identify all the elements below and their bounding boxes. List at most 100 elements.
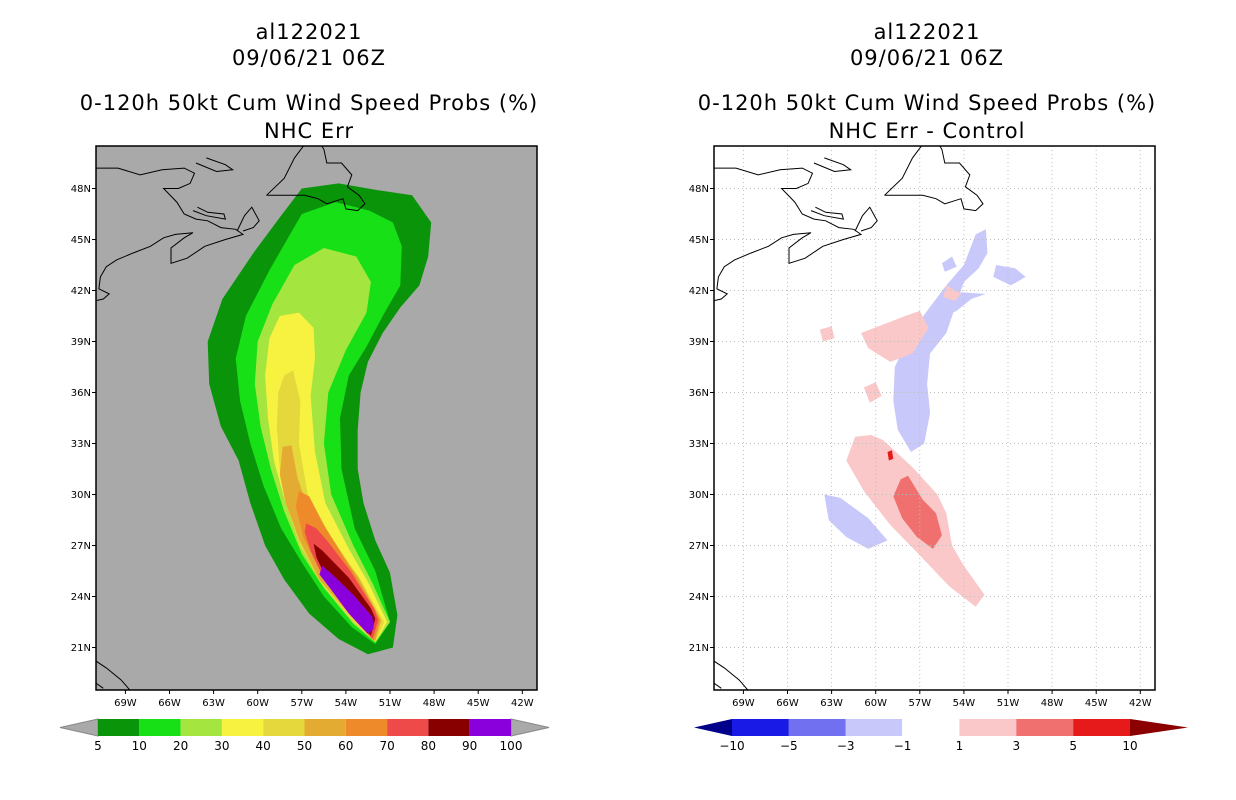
contour-1-region [819, 326, 835, 342]
colorbar-label-3: 3 [1012, 739, 1020, 753]
right-panel: al122021 09/06/21 06Z 0-120h 50kt Cum Wi… [618, 0, 1236, 800]
x-tick-label-45W: 45W [467, 698, 490, 709]
contour-1-region [861, 310, 929, 362]
colorbar-label-10: 10 [1122, 739, 1137, 753]
colorbar: 5 10 20 30 40 50 60 70 80 90 100 [59, 718, 550, 753]
x-tick-label-69W: 69W [114, 698, 137, 709]
coastline-4 [195, 157, 235, 173]
colorbar-swatch-4 [263, 719, 305, 736]
y-tick-label-30N: 30N [689, 490, 709, 501]
x-tick-label-63W: 63W [820, 698, 843, 709]
colorbar-label-1: 1 [956, 739, 964, 753]
colorbar-label--1: −1 [894, 739, 912, 753]
y-tick-label-42N: 42N [71, 286, 91, 297]
x-tick-label-57W: 57W [908, 698, 931, 709]
x-tick-label-69W: 69W [732, 698, 755, 709]
coastline-5 [96, 660, 131, 690]
colorbar-label-70: 70 [379, 739, 394, 753]
x-tick-label-66W: 66W [776, 698, 799, 709]
right-chart: 69W 66W 63W 60W 57W 54W 51W 48W 45W 42W 48N 45N 42N 3… [689, 145, 1188, 753]
x-tick-label-66W: 66W [158, 698, 181, 709]
colorbar-label--5: −5 [780, 739, 798, 753]
y-tick-label-30N: 30N [71, 490, 91, 501]
coastline-3 [266, 146, 366, 212]
y-tick-label-24N: 24N [689, 592, 709, 603]
x-tick-label-42W: 42W [1129, 698, 1152, 709]
left-title-id: al122021 [255, 20, 363, 44]
right-title-subtitle: NHC Err - Control [828, 119, 1026, 143]
coastline-5 [714, 660, 749, 690]
contour-3-region [893, 475, 942, 549]
contour-neg3-region [893, 229, 988, 452]
colorbar-swatch-5 [304, 719, 346, 736]
colorbar-swatch-4 [959, 719, 1017, 736]
y-tick-label-33N: 33N [71, 439, 91, 450]
y-tick-label-48N: 48N [689, 184, 709, 195]
colorbar-label-100: 100 [500, 739, 523, 753]
colorbar-swatch-2 [180, 719, 222, 736]
contour-neg3-region [941, 256, 957, 272]
coastline-1 [854, 206, 878, 232]
y-tick-label-21N: 21N [71, 643, 91, 654]
x-tick-label-48W: 48W [1041, 698, 1064, 709]
y-tick-label-36N: 36N [71, 388, 91, 399]
colorbar-label-80: 80 [421, 739, 436, 753]
colorbar-swatch-3 [902, 718, 960, 737]
colorbar-label-5: 5 [94, 739, 102, 753]
colorbar-swatch-8 [428, 719, 470, 736]
colorbar-swatch-6 [345, 719, 388, 736]
y-tick-label-33N: 33N [689, 439, 709, 450]
x-tick-label-54W: 54W [335, 698, 358, 709]
y-tick-label-45N: 45N [71, 235, 91, 246]
coastline-6 [714, 682, 722, 689]
colorbar-label--10: −10 [719, 739, 744, 753]
coastline-1 [236, 206, 260, 232]
colorbar-swatch-7 [387, 719, 429, 736]
x-tick-label-51W: 51W [997, 698, 1020, 709]
right-title-date: 09/06/21 06Z [849, 46, 1005, 70]
colorbar-label-20: 20 [173, 739, 188, 753]
y-tick-label-48N: 48N [71, 184, 91, 195]
y-tick-label-27N: 27N [71, 541, 91, 552]
colorbar-over-arrow [510, 718, 550, 737]
colorbar: −10 −5 −3 −1 1 3 5 10 [694, 718, 1188, 753]
colorbar-swatch-6 [1073, 719, 1130, 736]
colorbar-swatch-0 [98, 719, 140, 736]
colorbar-swatch-1 [788, 719, 846, 736]
colorbar-swatch-1 [139, 719, 181, 736]
x-tick-label-45W: 45W [1085, 698, 1108, 709]
left-title-subtitle: NHC Err [263, 119, 354, 143]
colorbar-over-arrow [1130, 719, 1188, 736]
colorbar-swatch-9 [469, 719, 511, 736]
colorbar-label-30: 30 [214, 739, 229, 753]
left-chart: 69W 66W 63W 60W 57W 54W 51W 48W 45W 42W 48N 45N 42N 3… [59, 145, 550, 753]
y-tick-label-45N: 45N [689, 235, 709, 246]
colorbar-label-50: 50 [297, 739, 312, 753]
colorbar-label--3: −3 [837, 739, 855, 753]
y-tick-label-27N: 27N [689, 541, 709, 552]
x-tick-label-54W: 54W [953, 698, 976, 709]
map-layer [714, 146, 1155, 690]
right-title-product: 0-120h 50kt Cum Wind Speed Probs (%) [697, 91, 1157, 115]
left-title-date: 09/06/21 06Z [231, 46, 387, 70]
left-title-product: 0-120h 50kt Cum Wind Speed Probs (%) [79, 91, 539, 115]
colorbar-swatch-2 [845, 719, 903, 736]
coastline-0 [714, 167, 863, 302]
y-tick-label-36N: 36N [689, 388, 709, 399]
map-background [714, 146, 1155, 690]
colorbar-label-10: 10 [132, 739, 147, 753]
left-panel: al122021 09/06/21 06Z 0-120h 50kt Cum Wi… [59, 20, 550, 753]
y-tick-label-21N: 21N [689, 643, 709, 654]
contour-5-region [887, 450, 894, 461]
y-tick-label-24N: 24N [71, 592, 91, 603]
x-tick-label-42W: 42W [511, 698, 534, 709]
colorbar-under-arrow [59, 718, 99, 737]
contour-1-region [943, 285, 961, 301]
colorbar-label-5: 5 [1069, 739, 1077, 753]
contour-1-region [863, 382, 882, 403]
colorbar-swatch-3 [221, 719, 264, 736]
x-tick-label-51W: 51W [379, 698, 402, 709]
coastline-6 [96, 682, 104, 689]
coastline-4 [813, 157, 853, 173]
map-layer [96, 146, 432, 690]
